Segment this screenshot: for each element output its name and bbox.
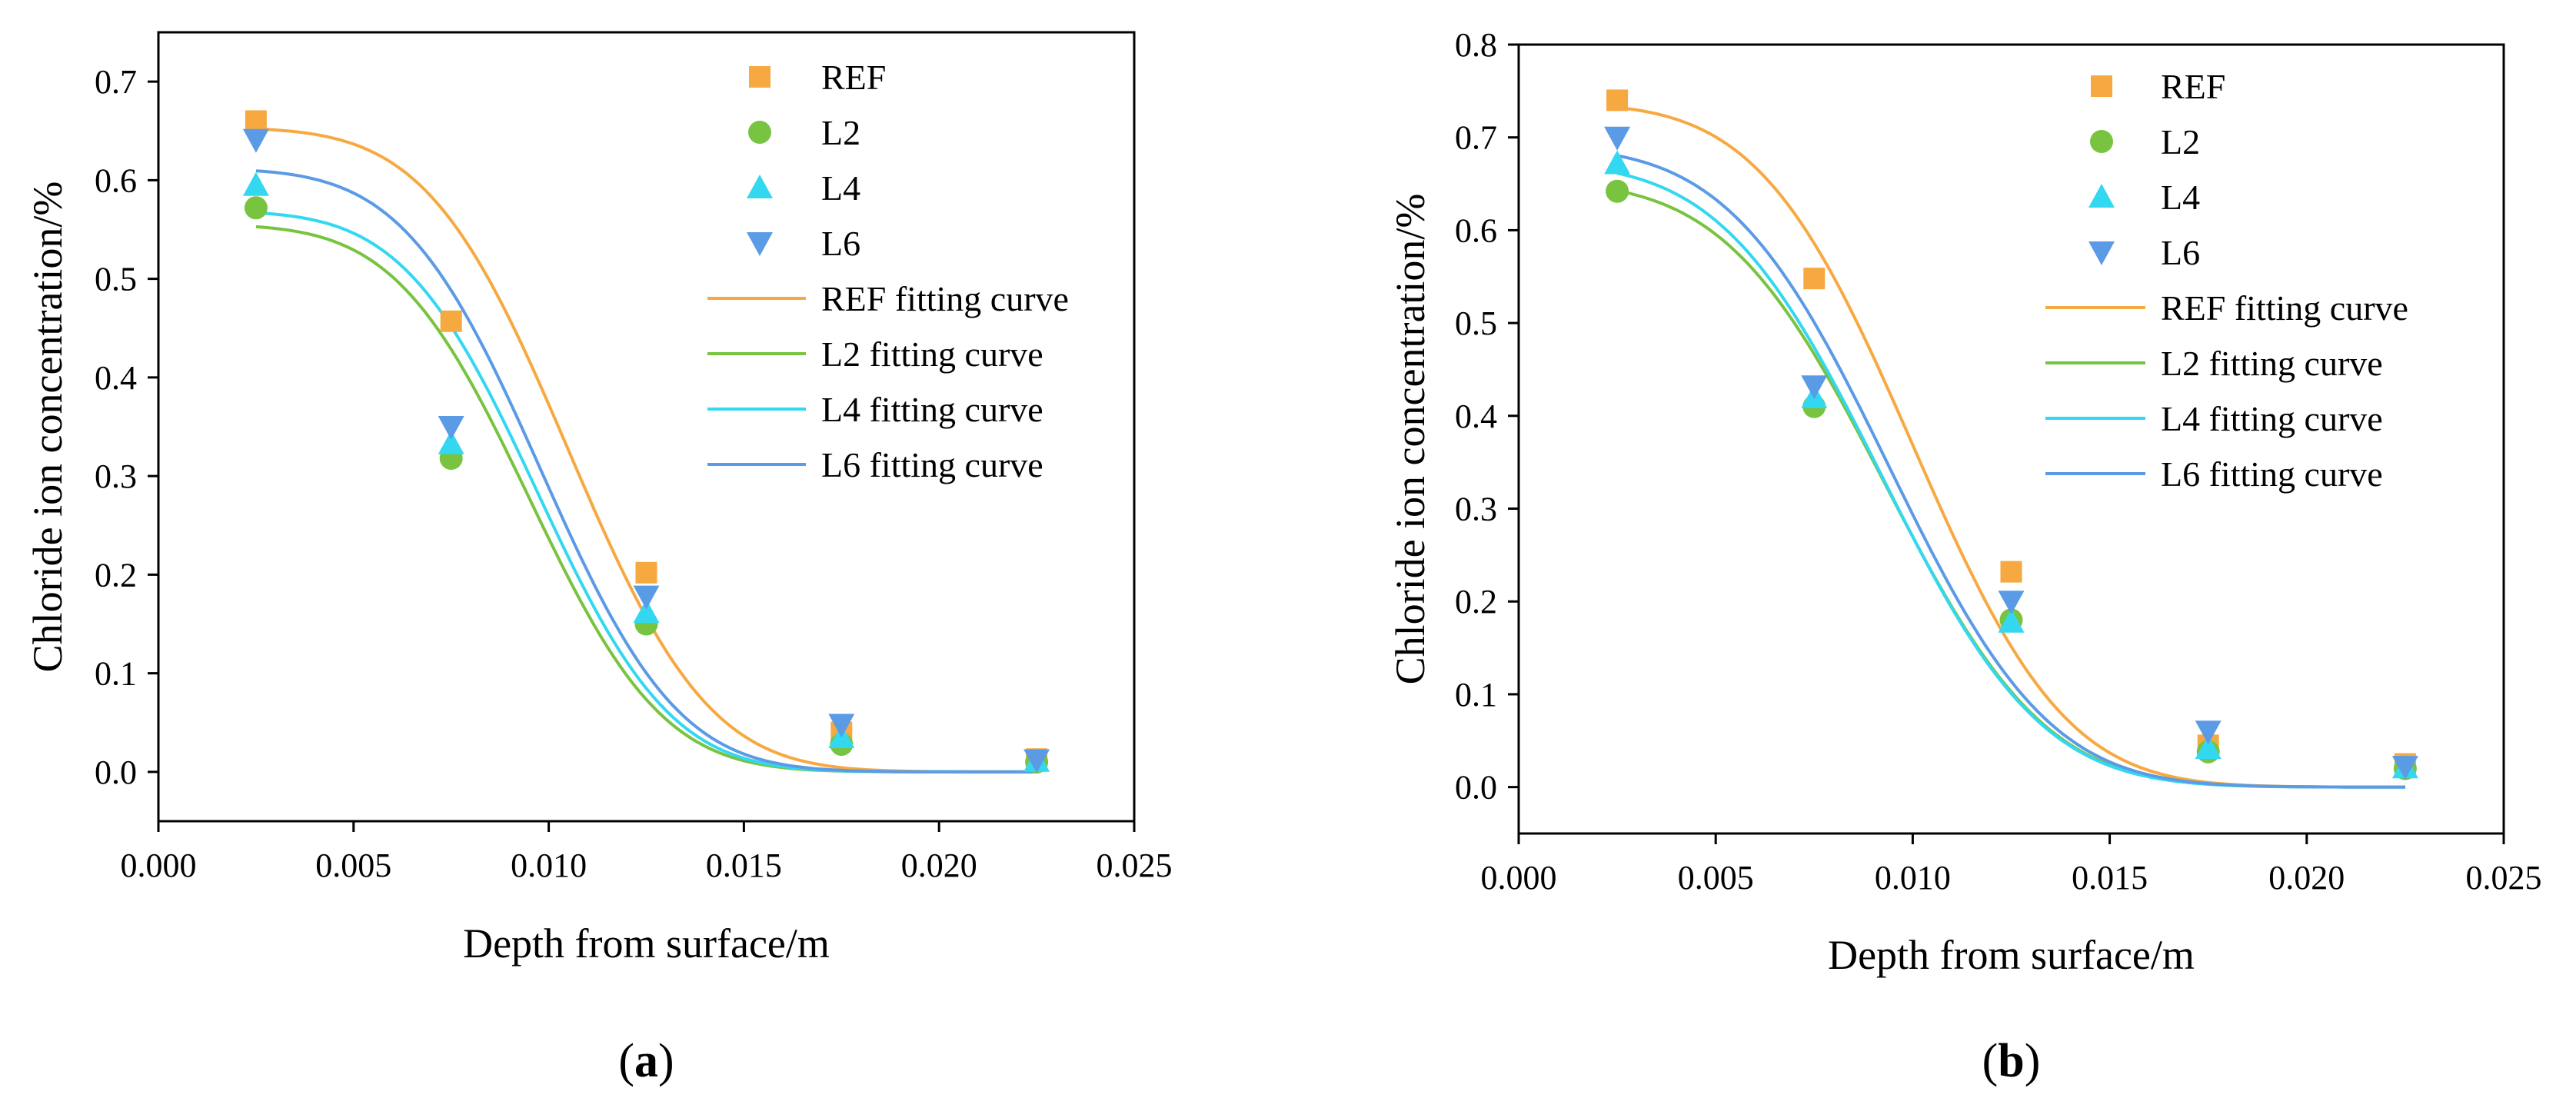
y-axis-label: Chloride ion concentration/% [25, 181, 71, 673]
legend-label: REF fitting curve [821, 279, 1069, 318]
fit-curve-l6 [255, 169, 1037, 774]
x-tick-label: 0.025 [1097, 847, 1173, 884]
data-point-l6 [2195, 720, 2222, 745]
x-tick-label: 0.000 [121, 847, 197, 884]
legend-marker-l2 [748, 121, 771, 144]
legend-label: L4 [821, 168, 860, 208]
y-tick-label: 0.2 [1455, 583, 1497, 621]
data-point-ref [440, 310, 462, 332]
x-tick-label: 0.005 [1678, 859, 1754, 897]
legend-label: L6 [2161, 233, 2200, 272]
y-tick-label: 0.3 [95, 458, 137, 495]
data-point-l4 [633, 599, 660, 624]
data-point-l6 [438, 416, 464, 440]
data-point-l6 [1998, 591, 2025, 615]
y-tick-label: 0.0 [1455, 769, 1497, 807]
legend-label: REF fitting curve [2161, 288, 2408, 328]
data-point-l6 [1023, 749, 1050, 774]
panel-paren-open: ( [1982, 1035, 1999, 1087]
x-tick-label: 0.005 [315, 847, 391, 884]
legend-marker-ref [749, 66, 770, 88]
x-tick-label: 0.010 [511, 847, 587, 884]
chart-panel-b: 0.000 0.005 0.010 0.015 0.020 0.025 0.0 0.1 0.2 0… [1387, 26, 2542, 1087]
legend-label: L6 fitting curve [2161, 454, 2383, 494]
data-point-l4 [438, 430, 464, 454]
y-tick-label: 0.3 [1455, 491, 1497, 528]
y-tick-label: 0.0 [95, 754, 137, 791]
chart-panel-a: 0.000 0.005 0.010 0.015 0.020 0.025 0.0 0.1 0.2 0… [25, 31, 1173, 1087]
x-tick-label: 0.010 [1875, 859, 1951, 897]
x-tick-label: 0.000 [1481, 859, 1557, 897]
x-tick-label: 0.015 [2072, 859, 2148, 897]
data-point-l2 [244, 196, 268, 220]
panel-paren-open: ( [618, 1035, 634, 1087]
panel-label-a: (a) [618, 1035, 674, 1087]
x-tick-label: 0.025 [2466, 859, 2542, 897]
legend-label: L2 [2161, 122, 2200, 161]
y-tick-label: 0.1 [95, 655, 137, 693]
y-tick-label: 0.6 [95, 161, 137, 199]
y-tick-label: 0.7 [1455, 119, 1497, 157]
legend-marker-l6 [747, 232, 773, 256]
data-point-l6 [633, 585, 660, 610]
x-axis-label: Depth from surface/m [463, 920, 830, 967]
data-point-l4 [1604, 150, 1631, 175]
panel-letter: a [634, 1035, 658, 1087]
y-tick-label: 0.8 [1455, 26, 1497, 64]
data-point-ref [1606, 89, 1629, 111]
legend-marker-l4 [747, 175, 773, 198]
panel-paren-close: ) [2025, 1035, 2041, 1087]
plot-frame [1517, 43, 2505, 835]
legend-label: L2 [821, 113, 860, 152]
legend-marker-ref [2091, 75, 2112, 97]
x-tick-label: 0.020 [2268, 859, 2345, 897]
panel-letter: b [1998, 1035, 2024, 1087]
data-point-ref [245, 110, 267, 132]
data-point-l6 [2391, 756, 2418, 780]
legend-label: L2 fitting curve [2161, 344, 2383, 383]
legend: REF L2 L4 L6 REF fitting curve L2 fitting cur… [2045, 67, 2408, 494]
legend-label: L4 fitting curve [821, 390, 1043, 429]
y-tick-label: 0.5 [95, 261, 137, 298]
x-tick-label: 0.020 [901, 847, 977, 884]
data-point-ref [1803, 268, 1825, 290]
x-axis-label: Depth from surface/m [1828, 932, 2195, 978]
y-tick-label: 0.4 [1455, 398, 1497, 435]
legend-label: L6 [821, 224, 860, 263]
legend-label: REF [2161, 67, 2225, 106]
y-tick-label: 0.5 [1455, 304, 1497, 342]
plot-frame [157, 31, 1136, 823]
data-point-ref [635, 561, 657, 584]
y-axis-label: Chloride ion concentration/% [1387, 194, 1433, 685]
data-point-l6 [242, 128, 269, 153]
panel-label-b: (b) [1982, 1035, 2041, 1087]
y-tick-label: 0.4 [95, 359, 137, 397]
fit-curve-l6 [1616, 154, 2405, 789]
y-tick-label: 0.7 [95, 63, 137, 101]
data-point-l6 [1801, 375, 1828, 400]
legend-marker-l2 [2090, 130, 2113, 153]
panel-paren-close: ) [658, 1035, 674, 1087]
x-tick-label: 0.015 [706, 847, 782, 884]
legend-label: L4 fitting curve [2161, 399, 2383, 438]
fit-curve-ref [1616, 105, 2405, 789]
data-point-l6 [828, 714, 855, 738]
legend-marker-l6 [2088, 241, 2115, 265]
data-point-ref [2000, 561, 2022, 583]
data-point-l2 [1606, 179, 1629, 203]
data-point-l4 [242, 171, 269, 196]
data-point-l4 [1998, 608, 2025, 633]
legend-marker-l4 [2088, 184, 2115, 208]
legend-label: L2 fitting curve [821, 334, 1043, 374]
legend-label: L4 [2161, 178, 2200, 217]
legend-label: REF [821, 58, 886, 97]
legend-label: L6 fitting curve [821, 445, 1043, 484]
legend: REF L2 L4 L6 REF fitting curve L2 fitting cur… [707, 58, 1069, 484]
y-tick-label: 0.2 [95, 556, 137, 594]
data-point-l4 [2195, 734, 2222, 759]
data-point-l6 [1604, 126, 1631, 151]
y-tick-label: 0.6 [1455, 211, 1497, 249]
y-tick-label: 0.1 [1455, 676, 1497, 714]
